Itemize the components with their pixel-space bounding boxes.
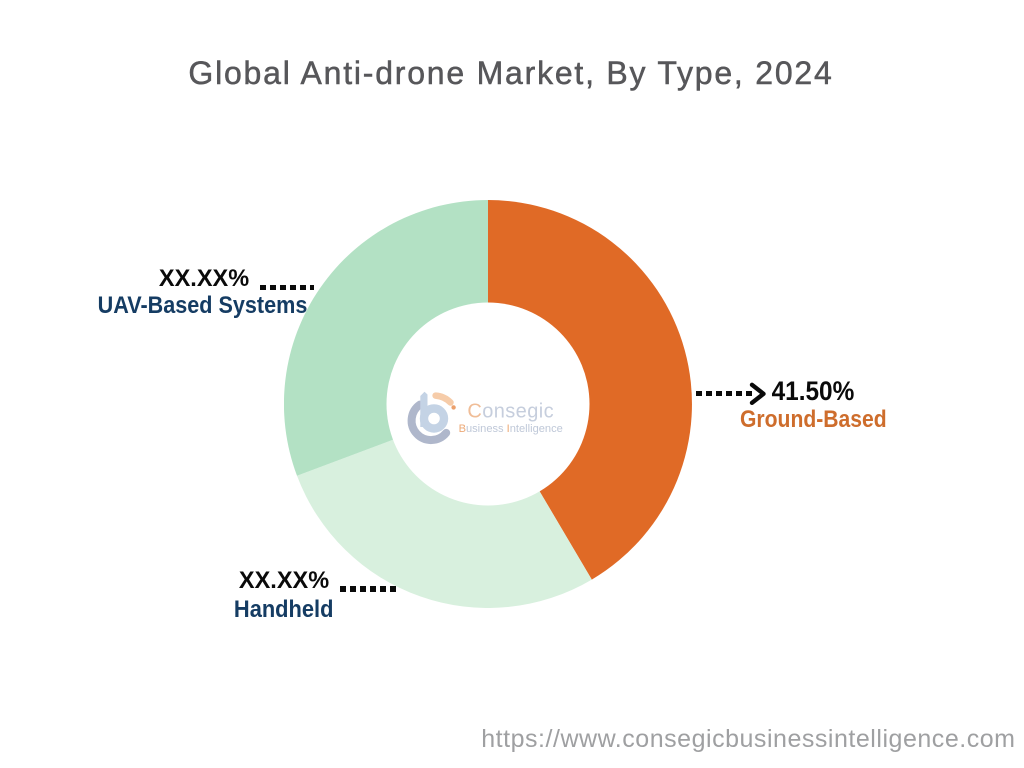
svg-text:Business Intelligence: Business Intelligence <box>459 423 563 435</box>
svg-text:Consegic: Consegic <box>467 400 554 422</box>
